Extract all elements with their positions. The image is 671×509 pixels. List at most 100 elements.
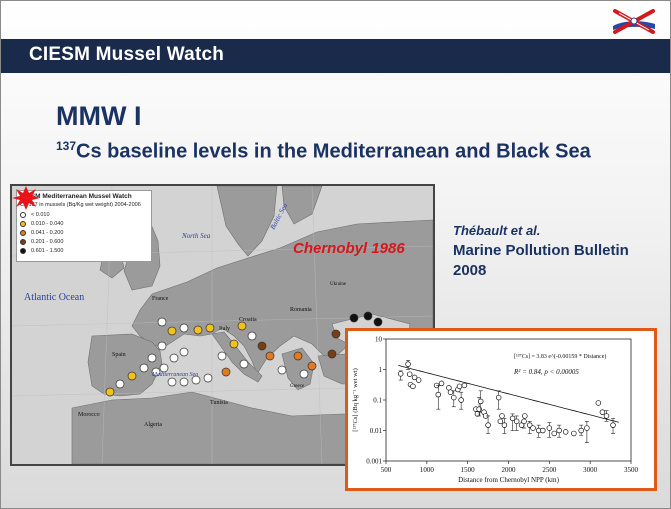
legend-dot-icon bbox=[20, 211, 26, 218]
data-point bbox=[447, 389, 454, 395]
legend-dot-icon bbox=[20, 220, 26, 227]
data-point bbox=[584, 425, 590, 431]
data-point bbox=[411, 374, 418, 381]
scatter-plot: 500 1000 1500 2000 2500 3000 3500 0.001 0.01 0.1 1… bbox=[352, 336, 639, 485]
morocco-label: Morocco bbox=[78, 412, 100, 418]
ciesm-logo-icon bbox=[613, 9, 655, 34]
citation-year: 2008 bbox=[453, 262, 487, 279]
data-point bbox=[610, 422, 616, 428]
romania-label: Romania bbox=[290, 307, 312, 313]
mediterranean-sea-label: Mediterranean Sea bbox=[152, 372, 199, 378]
data-point bbox=[458, 397, 464, 403]
europe-map: Baltic Sea CIESM Mediterranean Mussel Wa… bbox=[10, 184, 435, 466]
data-point bbox=[540, 427, 546, 434]
data-point bbox=[546, 425, 553, 431]
north-sea-label: North Sea bbox=[182, 232, 211, 240]
data-point bbox=[530, 425, 536, 431]
y-tick-label: 10 bbox=[375, 336, 383, 344]
algeria-label: Algeria bbox=[144, 422, 162, 428]
data-point bbox=[556, 427, 562, 434]
data-point bbox=[501, 422, 508, 428]
data-point bbox=[497, 418, 504, 425]
ukraine-label: Ukraine bbox=[330, 282, 347, 287]
legend-item-label: 0.041 - 0.200 bbox=[31, 229, 64, 236]
y-tick-label: 0.1 bbox=[373, 397, 382, 405]
citation-authors: Thébault et al. bbox=[453, 223, 541, 238]
x-tick-label: 3500 bbox=[624, 466, 639, 474]
atlantic-ocean-label: Atlantic Ocean bbox=[24, 292, 85, 303]
x-tick-label: 500 bbox=[381, 466, 392, 474]
data-point bbox=[521, 418, 527, 425]
legend-item-label: 0.601 - 1.500 bbox=[31, 247, 64, 254]
legend-items: < 0.010 0.010 - 0.040 0.041 - 0.200 0.201 -… bbox=[20, 210, 148, 255]
legend-dot-icon bbox=[20, 229, 26, 236]
r-squared-label: R² = 0.84, p < 0.00005 bbox=[513, 368, 579, 376]
isotope-mass-number: 137 bbox=[56, 139, 77, 153]
greece-label: Greece bbox=[290, 384, 305, 389]
data-point bbox=[603, 413, 610, 419]
map-legend: CIESM Mediterranean Mussel Watch Cs-137 … bbox=[16, 190, 152, 262]
data-point bbox=[397, 371, 404, 377]
legend-item-label: 0.010 - 0.040 bbox=[31, 220, 64, 227]
data-point bbox=[438, 380, 445, 387]
italy-label: Italy bbox=[219, 326, 230, 332]
data-point bbox=[485, 422, 491, 428]
spain-label: Spain bbox=[112, 352, 126, 358]
data-point bbox=[451, 394, 457, 401]
data-point bbox=[571, 430, 577, 437]
data-point bbox=[562, 429, 569, 435]
data-point bbox=[456, 383, 463, 390]
data-point bbox=[522, 413, 528, 419]
legend-item: < 0.010 bbox=[20, 210, 148, 219]
x-axis-label: Distance from Chernobyl NPP (km) bbox=[458, 476, 560, 484]
data-point bbox=[499, 413, 505, 419]
subtitle-text: Cs baseline levels in the Mediterranean … bbox=[76, 140, 591, 163]
explosion-icon bbox=[12, 186, 40, 210]
legend-item-label: 0.201 - 0.600 bbox=[31, 238, 64, 245]
trend-line bbox=[398, 365, 619, 423]
data-point bbox=[599, 409, 606, 415]
data-point bbox=[477, 398, 484, 405]
tunisia-label: Tunisia bbox=[210, 400, 228, 406]
data-point bbox=[578, 427, 584, 434]
data-point bbox=[551, 430, 557, 437]
y-tick-label: 0.001 bbox=[366, 458, 382, 466]
data-point bbox=[513, 418, 520, 425]
data-point bbox=[410, 383, 416, 390]
citation-journal: Marine Pollution Bulletin bbox=[453, 242, 629, 259]
legend-subtitle: Cs-137 in mussels (Bq/Kg wet weight) 200… bbox=[20, 202, 141, 208]
x-tick-label: 1000 bbox=[420, 466, 435, 474]
data-point bbox=[415, 377, 422, 383]
y-axis-label: [¹³⁷Cs] (Bq kg⁻¹ wet wt) bbox=[352, 368, 359, 432]
data-point bbox=[406, 371, 413, 377]
data-point bbox=[474, 411, 481, 417]
slide-header-title: CIESM Mussel Watch bbox=[29, 44, 225, 65]
x-tick-label: 2500 bbox=[542, 466, 557, 474]
y-tick-label: 1 bbox=[379, 366, 383, 374]
y-tick-label: 0.01 bbox=[370, 427, 383, 435]
data-point bbox=[476, 406, 482, 412]
x-tick-label: 1500 bbox=[461, 466, 476, 474]
data-point bbox=[461, 382, 468, 389]
legend-item: 0.041 - 0.200 bbox=[20, 228, 148, 237]
x-tick-label: 3000 bbox=[583, 466, 598, 474]
croatia-label: Croatia bbox=[239, 317, 257, 323]
data-point bbox=[495, 394, 502, 401]
legend-item: 0.201 - 0.600 bbox=[20, 237, 148, 246]
legend-item: 0.601 - 1.500 bbox=[20, 246, 148, 255]
legend-title: CIESM Mediterranean Mussel Watch bbox=[20, 193, 132, 200]
page-title: MMW I bbox=[56, 101, 142, 131]
data-point bbox=[405, 361, 411, 367]
data-point bbox=[595, 400, 602, 406]
scatter-plot-frame: 500 1000 1500 2000 2500 3000 3500 0.001 0.01 0.1 1… bbox=[345, 328, 657, 491]
title-bar: CIESM Mussel Watch bbox=[1, 39, 670, 73]
legend-dot-icon bbox=[20, 238, 26, 245]
citation: Thébault et al. Marine Pollution Bulleti… bbox=[453, 223, 629, 281]
legend-dot-icon bbox=[20, 247, 26, 254]
france-label: France bbox=[152, 296, 169, 302]
data-point bbox=[509, 415, 516, 422]
page-subtitle: 137Cs baseline levels in the Mediterrane… bbox=[56, 139, 591, 164]
legend-item: 0.010 - 0.040 bbox=[20, 219, 148, 228]
data-point bbox=[435, 391, 442, 398]
